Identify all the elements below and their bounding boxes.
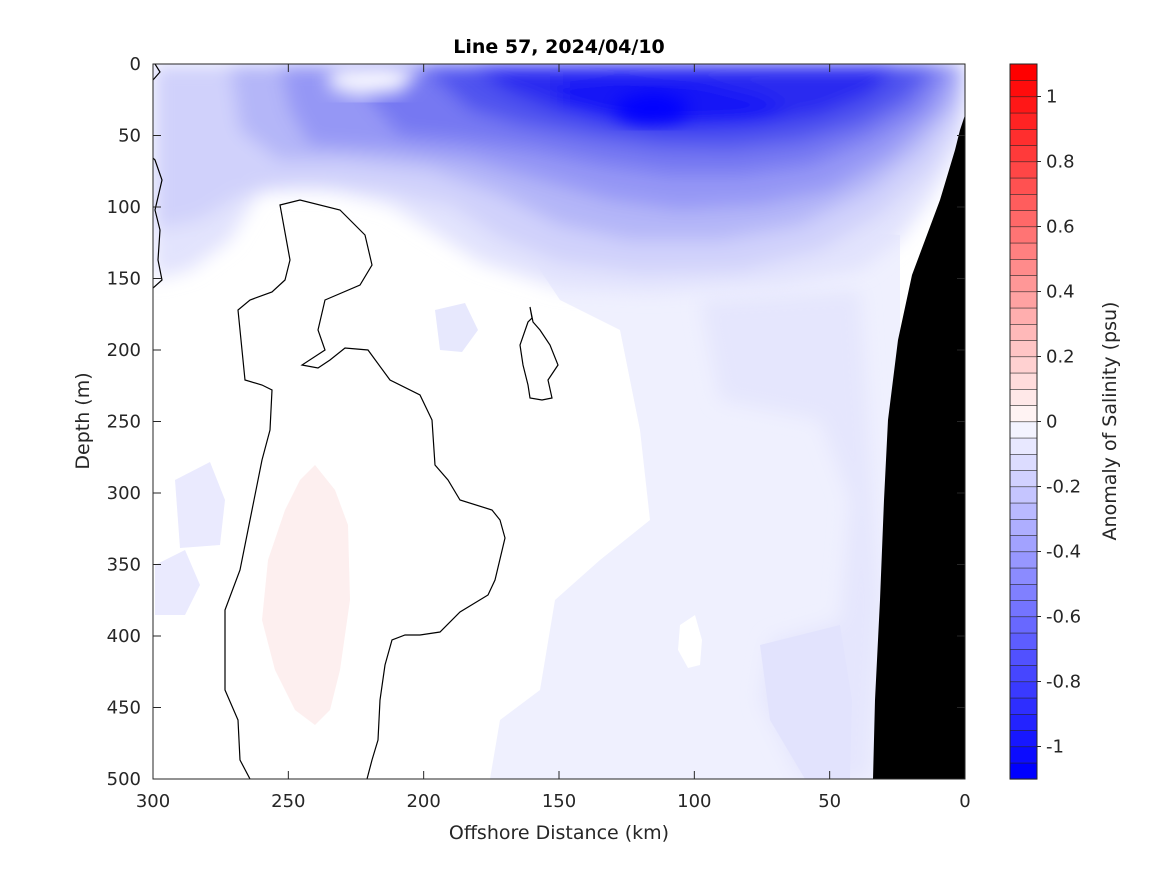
y-tick-label: 450 [107,698,141,719]
y-tick-label: 0 [130,54,141,75]
colorbar-band [1009,226,1038,244]
colorbar-band [1009,421,1038,439]
y-tick-label: 400 [107,626,141,647]
colorbar-band [1009,79,1038,98]
zero-contour-3 [224,199,506,779]
x-tick-label: 200 [406,791,440,812]
x-tick-label: 100 [677,791,711,812]
colorbar-band [1009,388,1038,406]
y-axis: 0 50 100 150 200 250 300 350 400 450 500 [107,54,965,790]
colorbar-band [1009,291,1038,309]
y-tick-label: 100 [107,197,141,218]
colorbar-tick-label: 0 [1046,412,1057,433]
colorbar-tick-label: 0.6 [1046,217,1075,238]
colorbar-band [1009,128,1038,146]
colorbar-band [1009,729,1038,748]
colorbar-band [1009,746,1038,764]
colorbar-band [1009,339,1038,358]
colorbar-band [1009,648,1038,666]
colorbar-band [1009,664,1038,683]
colorbar-band [1009,437,1038,455]
colorbar-band [1009,518,1038,536]
x-axis: 300 250 200 150 100 50 0 [136,64,971,812]
y-axis-title: Depth (m) [72,372,94,469]
y-tick-label: 350 [107,555,141,576]
colorbar-tick-label: -0.2 [1046,477,1081,498]
colorbar-tick-label: -0.4 [1046,542,1081,563]
colorbar-tick-label: 0.2 [1046,347,1075,368]
x-tick-label: 250 [271,791,305,812]
colorbar-band [1009,616,1038,634]
colorbar-band [1009,551,1038,569]
colorbar-tick-label: 0.4 [1046,282,1075,303]
colorbar-band [1009,274,1038,293]
colorbar-band [1009,599,1038,618]
x-tick-label: 50 [818,791,841,812]
y-tick-label: 250 [107,412,141,433]
colorbar-band [1009,242,1038,260]
colorbar-band [1009,469,1038,488]
colorbar-band [1009,63,1038,81]
x-tick-label: 300 [136,791,170,812]
colorbar-band [1009,356,1038,374]
colorbar-band [1009,697,1038,715]
colorbar-band [1009,762,1038,780]
region-near-zero-hole [678,615,702,668]
colorbar-band [1009,713,1038,731]
colorbar-band [1009,404,1038,423]
colorbar-tick-label: -1 [1046,737,1064,758]
zero-contour-2 [153,157,163,289]
colorbar-band [1009,486,1038,504]
colorbar-tick-label: -0.8 [1046,672,1081,693]
region-weak-fresh-patch [760,625,852,779]
region-weak-fresh-left1 [175,462,225,548]
region-weak-salty-lens [262,465,350,725]
colorbar-band [1009,453,1038,471]
region-weak-fresh-left2 [155,550,200,615]
colorbar-band [1009,583,1038,601]
colorbar-band [1009,96,1038,114]
chart-title: Line 57, 2024/04/10 [453,36,665,58]
colorbar-band [1009,307,1038,325]
zero-contour-4 [519,306,559,401]
colorbar-band [1009,567,1038,585]
colorbar-band [1009,323,1038,341]
bathymetry-fill [873,115,965,779]
colorbar-band [1009,144,1038,163]
y-tick-label: 200 [107,340,141,361]
colorbar-title: Anomaly of Salinity (psu) [1099,302,1121,541]
region-weak-fresh-island [435,303,478,352]
colorbar-band [1009,161,1038,179]
colorbar-tick-label: -0.6 [1046,607,1081,628]
colorbar-band [1009,193,1038,211]
salinity-anomaly-field [153,64,965,779]
colorbar-band [1009,209,1038,228]
colorbar-band [1009,681,1038,699]
y-tick-label: 500 [107,769,141,790]
y-tick-label: 300 [107,483,141,504]
region-near-zero-pocket [330,64,420,96]
colorbar-band [1009,534,1038,553]
colorbar-band [1009,258,1038,276]
colorbar-band [1009,177,1038,195]
colorbar-tick-label: 1 [1046,87,1057,108]
x-tick-label: 150 [542,791,576,812]
colorbar-tick-label: 0.8 [1046,152,1075,173]
colorbar-band [1009,502,1038,520]
region-fresh-core [615,92,690,124]
y-tick-label: 150 [107,269,141,290]
x-axis-title: Offshore Distance (km) [449,822,669,844]
colorbar-band [1009,372,1038,390]
colorbar-band [1009,112,1038,130]
y-tick-label: 50 [118,126,141,147]
zero-contours [153,64,559,779]
colorbar-band [1009,632,1038,650]
x-tick-label: 0 [959,791,970,812]
colorbar: 1 0.8 0.6 0.4 0.2 0 -0.2 -0.4 -0.6 -0.8 -1 [1009,63,1081,780]
zero-contour-1 [153,64,161,81]
